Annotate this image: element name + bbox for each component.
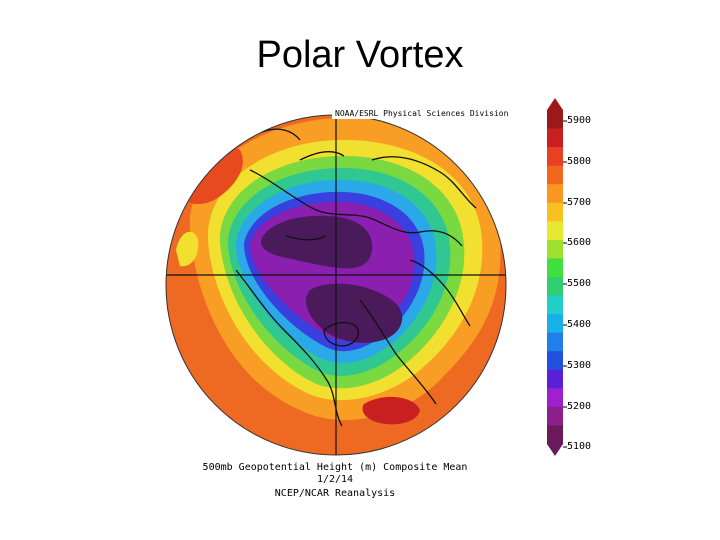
colorbar-swatch (547, 332, 563, 352)
colorbar-tick-label: 5400 (567, 319, 592, 330)
colorbar-swatch (547, 239, 563, 259)
caption-variable: 500mb Geopotential Height (m) Composite … (202, 462, 468, 473)
credit-label: NOAA/ESRL Physical Sciences Division (332, 108, 512, 119)
colorbar-swatch (547, 147, 563, 167)
coast-north (249, 169, 463, 247)
colorbar-swatch (547, 165, 563, 185)
red-patch-se (456, 403, 483, 423)
coast-top (261, 128, 301, 141)
colorbar-swatch (547, 425, 563, 445)
colorbar-tick-label: 5700 (567, 197, 592, 208)
colorbar-tick-label: 5100 (567, 441, 592, 452)
colorbar (547, 98, 567, 456)
colorbar-bottom-triangle (547, 444, 563, 456)
colorbar-tick-label: 5900 (567, 115, 592, 126)
colorbar-swatch (547, 406, 563, 426)
colorbar-swatch (547, 258, 563, 278)
colorbar-tick-label: 5300 (567, 360, 592, 371)
caption-source: NCEP/NCAR Reanalysis (274, 488, 396, 499)
colorbar-swatch (547, 388, 563, 408)
colorbar-swatch (547, 128, 563, 148)
colorbar-swatch (547, 184, 563, 204)
colorbar-swatch (547, 314, 563, 334)
coast-west (235, 269, 343, 427)
colorbar-swatch (547, 295, 563, 315)
graticule (166, 115, 506, 455)
coast-interior (285, 235, 327, 241)
vortex-core-west (260, 215, 373, 269)
coast-island-north (299, 150, 345, 161)
caption-date: 1/2/14 (316, 474, 354, 485)
colorbar-swatch (547, 351, 563, 371)
coast-northeast (371, 156, 477, 209)
colorbar-swatch (547, 369, 563, 389)
yellow-patch-w (176, 231, 199, 267)
colorbar-tick-label: 5200 (567, 401, 592, 412)
colorbar-tick-label: 5600 (567, 237, 592, 248)
coast-east (409, 259, 471, 327)
colorbar-swatch (547, 202, 563, 222)
slide-title: Polar Vortex (256, 34, 464, 76)
colorbar-swatch (547, 221, 563, 241)
lake-outline (323, 321, 359, 347)
colorbar-tick-label: 5800 (567, 156, 592, 167)
colorbar-tick-label: 5500 (567, 278, 592, 289)
height-field (166, 115, 506, 455)
coast-south (359, 299, 437, 405)
vortex-core-lobe (305, 283, 403, 343)
colorbar-swatch (547, 277, 563, 297)
red-patch-top (200, 115, 262, 128)
coastlines (235, 128, 477, 427)
colorbar-swatch (547, 110, 563, 130)
red-patch-sw (362, 396, 420, 425)
colorbar-top-triangle (547, 98, 563, 110)
